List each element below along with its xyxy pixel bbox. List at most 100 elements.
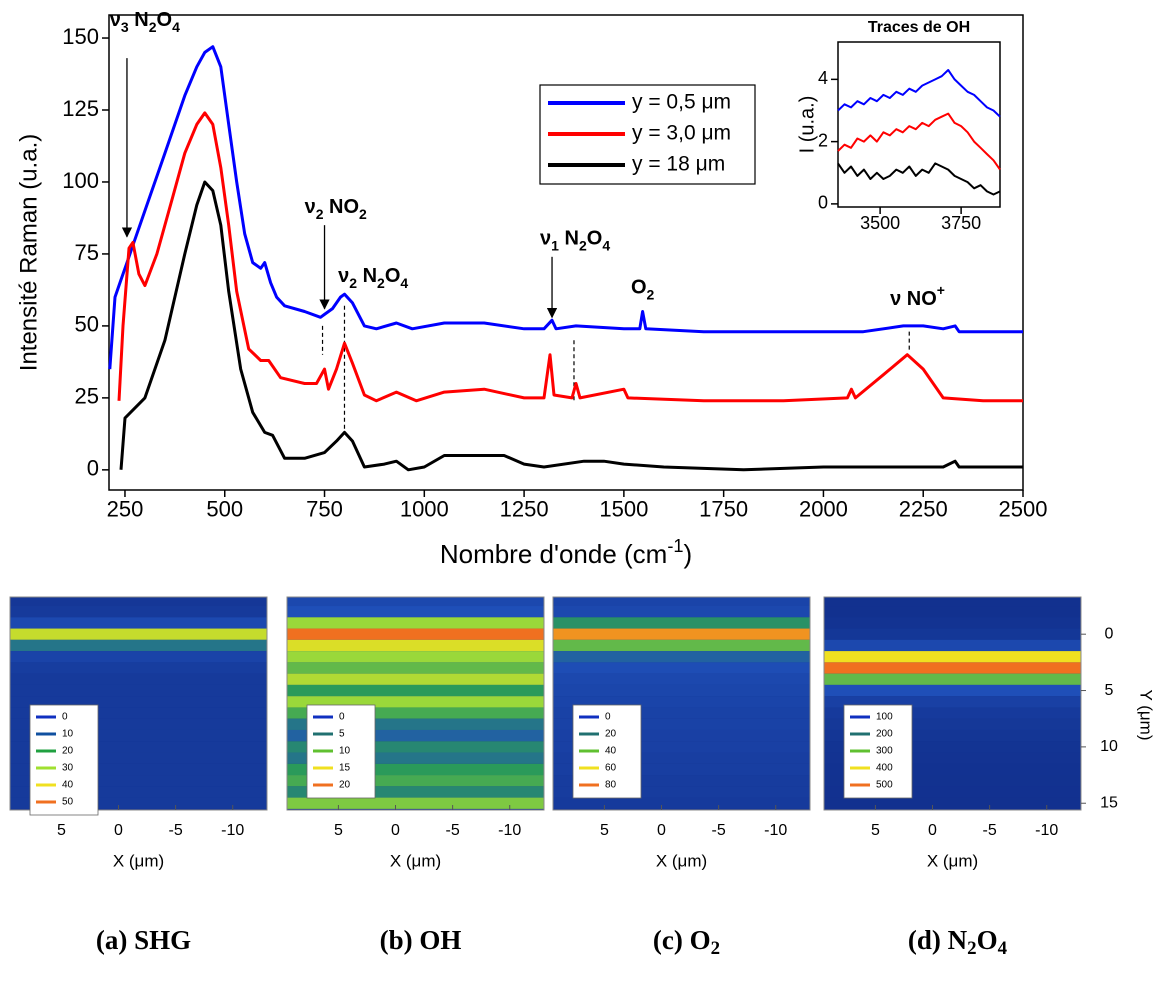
heatmap-row xyxy=(287,628,544,640)
panel-caption: (c) O2 xyxy=(653,925,720,959)
heatmap-row xyxy=(553,696,810,708)
series-line xyxy=(108,45,1023,370)
heatmap-row xyxy=(287,662,544,674)
heatmap-row xyxy=(287,617,544,629)
heatmap-row xyxy=(824,797,1081,809)
annotation: ν3 N2O4 xyxy=(110,9,180,34)
heatmap-row xyxy=(287,741,544,753)
heatmap-row xyxy=(553,729,810,742)
y-tick-label: 2 xyxy=(818,130,828,150)
text-part: ν NO xyxy=(890,288,937,310)
text-part: 2 xyxy=(149,18,157,34)
heatmap-row xyxy=(553,651,810,663)
text-part: 2 xyxy=(316,206,324,222)
heatmap-row xyxy=(553,786,810,798)
heatmap-row xyxy=(10,718,267,730)
text-part: -1 xyxy=(667,536,683,556)
legend-label: 40 xyxy=(605,746,617,757)
x-tick-label: 3750 xyxy=(941,213,981,233)
x-tick-label: 0 xyxy=(657,822,666,839)
heatmap-row xyxy=(10,617,267,629)
legend-label: y = 18 μm xyxy=(632,153,725,176)
y-tick-label: 150 xyxy=(62,24,99,49)
y-tick-label: 125 xyxy=(62,96,99,121)
legend-label: 15 xyxy=(339,763,351,774)
heatmap-row xyxy=(10,741,267,753)
plot-frame xyxy=(108,14,1024,491)
text-part: (b) OH xyxy=(380,925,462,955)
heatmap-row xyxy=(287,696,544,708)
legend-label: 100 xyxy=(876,712,893,723)
heatmap-row xyxy=(287,639,544,652)
legend-label: 400 xyxy=(876,763,893,774)
heatmap-row xyxy=(824,628,1081,640)
heatmap-row xyxy=(553,775,810,787)
text-part: 4 xyxy=(998,938,1008,959)
x-tick-label: 1750 xyxy=(699,497,748,522)
heatmap-row xyxy=(287,763,544,776)
legend-box xyxy=(29,704,99,816)
legend-label: 0 xyxy=(62,712,68,723)
legend-label: 0 xyxy=(605,712,611,723)
heatmap-frame xyxy=(286,596,545,811)
x-tick-label: 1000 xyxy=(400,497,449,522)
x-tick-label: 750 xyxy=(306,497,343,522)
x-tick-label: 3500 xyxy=(860,213,900,233)
heatmap-row xyxy=(287,718,544,730)
annotation: ν2 N2O4 xyxy=(338,265,408,290)
text-part: 2 xyxy=(579,237,587,253)
y-axis-label: Intensité Raman (u.a.) xyxy=(15,134,42,371)
heatmap-row xyxy=(553,718,810,730)
x-axis-label: Nombre d'onde (cm-1) xyxy=(440,536,692,569)
heatmap-row xyxy=(824,718,1081,730)
x-tick-label: -5 xyxy=(446,822,460,839)
x-tick-label: 250 xyxy=(107,497,144,522)
x-tick-label: 5 xyxy=(600,822,609,839)
heatmap-row xyxy=(824,651,1081,663)
text-part: (d) N xyxy=(908,925,968,955)
heatmap-row xyxy=(824,707,1081,719)
text-part: (a) SHG xyxy=(96,925,191,955)
legend-label: 10 xyxy=(339,746,351,757)
annotation: ν2 NO2 xyxy=(305,196,367,221)
y-tick-label: 5 xyxy=(1105,682,1114,699)
heatmap-row xyxy=(287,684,544,697)
heatmap-row xyxy=(553,684,810,697)
text-part: Nombre d'onde (cm xyxy=(440,539,668,569)
heatmap-row xyxy=(824,786,1081,798)
heatmap-row xyxy=(824,662,1081,674)
y-tick-label: 10 xyxy=(1100,738,1118,755)
heatmap-row xyxy=(824,729,1081,742)
text-part: NO xyxy=(323,196,359,218)
heatmap-row xyxy=(553,617,810,629)
text-part: 2 xyxy=(647,286,655,302)
legend-label: y = 3,0 μm xyxy=(632,122,731,145)
legend-label: 30 xyxy=(62,763,74,774)
x-tick-label: 0 xyxy=(928,822,937,839)
text-part: 2 xyxy=(359,206,367,222)
x-tick-label: -10 xyxy=(764,822,787,839)
text-part: 2 xyxy=(711,938,720,959)
heatmap-row xyxy=(824,741,1081,753)
heatmap-row xyxy=(824,752,1081,764)
text-part: O xyxy=(157,9,173,31)
heatmap-row xyxy=(287,797,544,809)
text-part: 4 xyxy=(400,275,408,291)
x-tick-label: 2000 xyxy=(799,497,848,522)
heatmap-row xyxy=(287,775,544,787)
x-tick-label: 0 xyxy=(114,822,123,839)
heatmap-row xyxy=(10,775,267,787)
legend-label: 50 xyxy=(62,797,74,808)
heatmap-row xyxy=(10,639,267,652)
heatmap-row xyxy=(10,628,267,640)
x-tick-label: 5 xyxy=(871,822,880,839)
heatmap-row xyxy=(287,651,544,663)
text-part: O xyxy=(977,925,998,955)
legend-label: 200 xyxy=(876,729,893,740)
heatmap-row xyxy=(824,684,1081,697)
legend-label: 10 xyxy=(62,729,74,740)
legend-label: 500 xyxy=(876,780,893,791)
heatmap-row xyxy=(287,606,544,618)
heatmap-row xyxy=(824,639,1081,652)
